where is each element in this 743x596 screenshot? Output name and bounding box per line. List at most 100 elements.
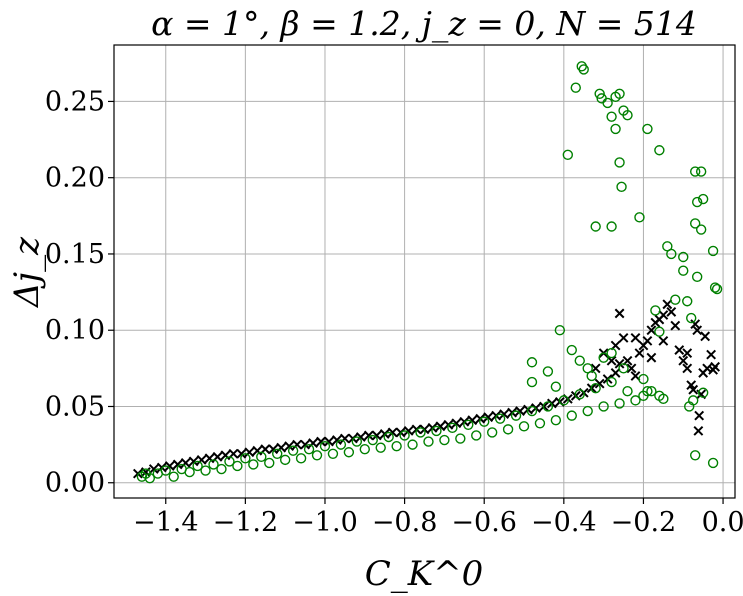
circle-point: [550, 415, 562, 426]
circle-point: [566, 410, 577, 421]
circle-point: [510, 410, 522, 421]
circle-point: [232, 460, 243, 472]
circle-point: [666, 248, 677, 260]
circle-point: [578, 64, 589, 75]
cross-point: [316, 436, 326, 447]
cross-point: [646, 352, 657, 363]
cross-point: [164, 461, 175, 471]
circle-point: [447, 422, 458, 434]
grid: [114, 45, 735, 498]
circle-point: [586, 370, 597, 382]
x-tick-label: 0.0: [702, 507, 743, 538]
circle-point: [526, 405, 538, 417]
y-axis-label: Δj_z: [7, 236, 47, 309]
circle-point: [658, 393, 669, 405]
chart-title: α = 1°, β = 1.2, j_z = 0, N = 514: [151, 4, 697, 44]
circle-point: [695, 224, 707, 235]
circle-point: [264, 457, 275, 469]
circle-point: [576, 61, 587, 72]
cross-point: [662, 299, 673, 310]
cross-point: [682, 348, 693, 359]
cross-point: [666, 307, 677, 317]
circle-point: [642, 386, 653, 397]
cross-point: [692, 325, 703, 336]
circle-point: [618, 363, 629, 374]
circle-point: [295, 453, 307, 464]
circle-point: [407, 439, 418, 450]
circle-point: [208, 459, 219, 470]
cross-point: [515, 406, 525, 416]
cross-point: [678, 355, 689, 366]
circle-point: [614, 88, 625, 100]
cross-point: [706, 349, 717, 360]
circle-point: [216, 463, 227, 475]
circle-point: [614, 157, 625, 168]
cross-point: [499, 409, 510, 420]
circle-point: [682, 296, 693, 307]
cross-point: [710, 361, 721, 372]
circle-point: [168, 471, 179, 482]
cross-point: [646, 325, 657, 336]
circle-point: [518, 421, 530, 432]
circle-point: [383, 431, 394, 443]
cross-point: [371, 430, 382, 441]
x-axis-label: C_K^0: [365, 554, 484, 594]
circle-point: [471, 430, 482, 441]
circle-point: [642, 123, 653, 135]
y-tick-label: 0.15: [45, 239, 105, 270]
circle-point: [709, 282, 721, 293]
circle-point: [486, 427, 498, 438]
y-tick-label: 0.00: [45, 468, 105, 499]
circle-point: [566, 344, 577, 356]
circle-point: [707, 457, 719, 469]
circle-point: [616, 181, 627, 193]
circle-point: [574, 355, 585, 366]
circle-point: [550, 381, 562, 392]
circle-point: [311, 450, 323, 461]
circle-point: [463, 419, 474, 430]
circle-point: [711, 283, 723, 295]
cross-point: [630, 332, 641, 343]
circle-point: [367, 434, 378, 446]
cross-point: [196, 454, 207, 465]
circle-point: [691, 271, 703, 283]
circle-point: [303, 443, 315, 455]
circle-point: [327, 448, 339, 459]
x-tick-label: −1.2: [213, 507, 279, 538]
circle-point: [240, 453, 251, 464]
cross-point: [674, 345, 685, 355]
circle-point: [248, 459, 259, 470]
circle-point: [684, 401, 695, 412]
circle-point: [654, 145, 665, 156]
cross-point: [339, 433, 350, 444]
circle-point: [689, 218, 701, 229]
circle-point: [697, 387, 709, 398]
cross-point: [148, 464, 159, 474]
cross-point: [403, 425, 414, 436]
circle-point: [272, 448, 283, 459]
circle-point: [590, 221, 601, 232]
cross-point: [308, 438, 318, 448]
x-tick-label: −1.0: [292, 507, 358, 538]
cross-point: [244, 447, 255, 458]
circle-point: [287, 445, 299, 456]
circle-point: [431, 425, 442, 437]
cross-point: [483, 412, 494, 423]
circle-point: [415, 427, 426, 438]
circle-point: [697, 193, 709, 205]
cross-point: [614, 358, 625, 369]
circle-point: [562, 149, 574, 161]
circle-point: [670, 294, 681, 305]
circle-point: [542, 366, 554, 377]
cross-point: [236, 448, 247, 459]
x-tick-label: −1.4: [133, 507, 199, 538]
circle-point: [634, 212, 645, 223]
x-axis: −1.4 −1.2 −1.0 −0.8 −0.6 −0.4 −0.2 0.0: [133, 498, 743, 538]
cross-point: [642, 335, 653, 346]
circle-point: [646, 386, 657, 397]
circle-point: [630, 395, 641, 406]
circle-point: [610, 123, 621, 135]
cross-point: [324, 436, 334, 447]
cross-point: [172, 459, 183, 470]
circle-point: [542, 401, 554, 412]
